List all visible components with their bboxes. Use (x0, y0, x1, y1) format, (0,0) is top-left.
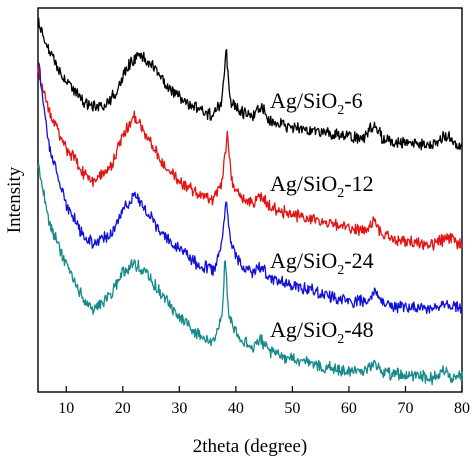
x-tick-label: 60 (341, 400, 357, 417)
x-tick-label: 20 (115, 400, 131, 417)
series-line (37, 61, 463, 315)
series-labels: Ag/SiO2-6 Ag/SiO2-12 Ag/SiO2-24 Ag/SiO2-48 (270, 88, 374, 347)
x-tick-label: 10 (58, 400, 74, 417)
x-tick-label: 50 (284, 400, 300, 417)
series-label: Ag/SiO2-24 (270, 248, 374, 278)
series-layer (37, 17, 463, 386)
x-tick-label: 70 (397, 400, 413, 417)
series-label: Ag/SiO2-48 (270, 317, 374, 347)
x-tick-label: 80 (454, 400, 470, 417)
series-line (37, 65, 463, 251)
series-label: Ag/SiO2-6 (270, 88, 363, 118)
series-line (37, 17, 463, 151)
x-tick-label: 30 (171, 400, 187, 417)
series-line (37, 163, 463, 386)
series-label: Ag/SiO2-12 (270, 171, 374, 201)
y-axis-title: Intensity (4, 166, 25, 233)
x-axis-ticks: 10 20 30 40 50 60 70 80 (58, 386, 470, 417)
x-tick-label: 40 (228, 400, 244, 417)
plot-frame (37, 7, 463, 393)
x-axis-title: 2theta (degree) (193, 436, 307, 457)
